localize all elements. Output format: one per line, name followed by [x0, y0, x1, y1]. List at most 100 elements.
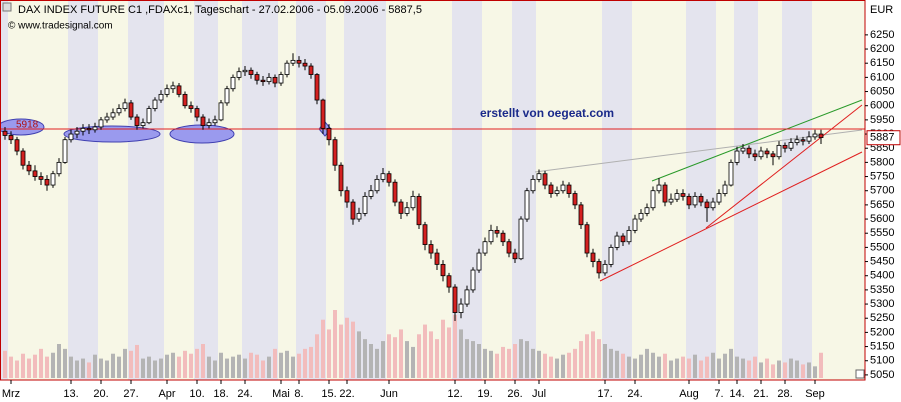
candle-body: [776, 144, 782, 158]
candle-body: [608, 246, 614, 265]
volume-bar: [579, 341, 583, 378]
candle-body: [8, 135, 14, 141]
currency: EUR: [870, 4, 893, 16]
candle-body: [554, 190, 560, 194]
volume-bar: [645, 348, 649, 378]
volume-bar: [699, 360, 703, 378]
x-tick-label: 15.: [321, 388, 336, 400]
candle-body: [284, 62, 290, 75]
candle-body: [152, 99, 158, 109]
y-axis-panel: [865, 0, 901, 380]
volume-bar: [639, 354, 643, 378]
volume-bar: [741, 358, 745, 378]
candle-body: [806, 136, 812, 142]
annotation: erstellt von oegeat.com: [480, 106, 614, 120]
candle-body: [602, 263, 608, 274]
volume-bar: [591, 331, 595, 378]
volume-bar: [399, 329, 403, 378]
stripe: [8, 0, 68, 380]
volume-bar: [255, 354, 259, 378]
volume-bar: [69, 356, 73, 378]
x-tick-label: 26.: [507, 388, 522, 400]
candle-body: [182, 93, 188, 107]
volume-bar: [345, 317, 349, 378]
volume-bar: [525, 341, 529, 378]
volume-bar: [555, 358, 559, 378]
candle-body: [392, 181, 398, 203]
x-tick-label: 27.: [123, 388, 138, 400]
volume-bar: [51, 352, 55, 378]
volume-bar: [411, 346, 415, 378]
candle-body: [194, 108, 200, 118]
candle-body: [506, 241, 512, 254]
candle-body: [692, 195, 698, 206]
volume-bar: [261, 360, 265, 378]
candle-body: [2, 130, 8, 136]
y-tick-label: 5700: [870, 185, 894, 197]
volume-bar: [75, 360, 79, 378]
candle-body: [632, 218, 638, 231]
candle-body: [770, 153, 776, 158]
volume-bar: [195, 348, 199, 378]
candle-body: [260, 79, 266, 83]
candle-body: [350, 201, 356, 220]
candle-body: [50, 173, 56, 186]
volume-bar: [303, 348, 307, 378]
candle-body: [512, 252, 518, 260]
volume-bar: [669, 360, 673, 378]
candle-body: [488, 229, 494, 243]
candle-body: [272, 76, 278, 84]
volume-bar: [429, 331, 433, 378]
volume-bar: [675, 358, 679, 378]
volume-bar: [27, 358, 31, 378]
trend-line: [705, 104, 863, 229]
candle-body: [68, 133, 74, 141]
candle-body: [26, 164, 32, 172]
candle-body: [500, 232, 506, 243]
candle-body: [98, 119, 104, 128]
volume-bar: [357, 331, 361, 378]
volume-bar: [693, 354, 697, 378]
candle-body: [404, 207, 410, 214]
x-tick-label: 7.: [714, 388, 723, 400]
candle-body: [332, 139, 338, 166]
trend-line: [651, 99, 863, 182]
volume-bar: [99, 358, 103, 378]
volume-bar: [819, 352, 823, 378]
level-label: 5918: [16, 120, 39, 131]
volume-bar: [237, 354, 241, 378]
resize-icon: [855, 369, 865, 379]
candle-body: [662, 184, 668, 203]
candle-body: [680, 193, 686, 197]
candle-body: [314, 74, 320, 101]
candle-body: [296, 59, 302, 64]
x-tick-label: 22.: [339, 388, 354, 400]
last-price-box: [866, 130, 901, 146]
candle-body: [482, 241, 488, 254]
volume-bar: [789, 358, 793, 378]
candle-body: [548, 184, 554, 194]
y-tick-label: 5300: [870, 298, 894, 310]
candle-body: [86, 127, 92, 131]
volume-bar: [405, 341, 409, 378]
candle-body: [716, 193, 722, 203]
candle-body: [536, 173, 542, 180]
y-tick-label: 5050: [870, 369, 894, 381]
candle-body: [458, 303, 464, 313]
volume-bar: [387, 334, 391, 378]
candle-body: [572, 193, 578, 206]
chart-title: DAX INDEX FUTURE C1 ,FDAXc1, Tageschart …: [18, 4, 422, 16]
y-tick-label: 5450: [870, 255, 894, 267]
volume-bar: [381, 341, 385, 378]
candle-body: [518, 218, 524, 260]
candle-body: [734, 150, 740, 163]
candle-body: [614, 235, 620, 248]
candle-body: [248, 69, 254, 75]
volume-bar: [3, 350, 7, 378]
volume-bar: [453, 314, 457, 378]
volume-bar: [15, 360, 19, 378]
volume-bar: [801, 364, 805, 378]
candle-body: [206, 122, 212, 126]
candle-body: [494, 229, 500, 234]
